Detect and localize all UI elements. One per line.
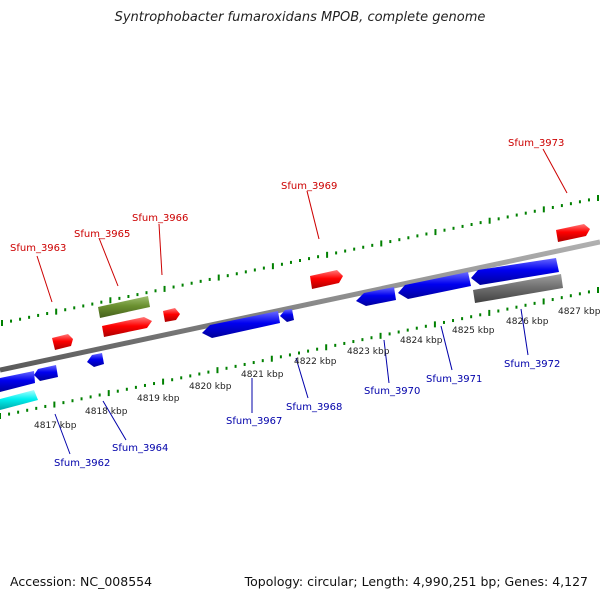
leader-sfum-3964 <box>102 400 127 441</box>
leader-sfum-3966 <box>158 223 163 276</box>
gene-sfum-3966[interactable] <box>163 308 180 322</box>
gene-block-left[interactable] <box>0 371 35 392</box>
kbp-label: 4821 kbp <box>241 370 284 380</box>
gene-label-sfum-3968: Sfum_3968 <box>286 402 342 413</box>
leader-sfum-3969 <box>306 190 320 240</box>
genome-title: Syntrophobacter fumaroxidans MPOB, compl… <box>114 10 486 25</box>
kbp-label: 4824 kbp <box>400 336 443 346</box>
kbp-label: 4827 kbp <box>558 307 600 317</box>
leader-sfum-3970 <box>383 339 390 384</box>
kbp-label: 4825 kbp <box>452 326 495 336</box>
gene-label-sfum-3973: Sfum_3973 <box>508 138 564 149</box>
kbp-label: 4823 kbp <box>347 347 390 357</box>
gene-sfum-3965[interactable] <box>102 317 152 337</box>
kbp-label: 4819 kbp <box>137 394 180 404</box>
gene-sfum-3965-rna[interactable] <box>98 296 150 318</box>
leader-sfum-3965 <box>98 237 119 287</box>
gene-block-left-2[interactable] <box>34 365 58 381</box>
kbp-label: 4820 kbp <box>189 382 232 392</box>
gene-sfum-3969[interactable] <box>310 270 343 289</box>
lower-tick-row <box>0 287 599 419</box>
gene-sfum-3971[interactable] <box>398 272 471 299</box>
gene-label-sfum-3965: Sfum_3965 <box>74 229 130 240</box>
gene-label-sfum-3972: Sfum_3972 <box>504 359 560 370</box>
leader-sfum-3971 <box>440 325 453 371</box>
gene-label-sfum-3962: Sfum_3962 <box>54 458 110 469</box>
gene-label-sfum-3970: Sfum_3970 <box>364 386 420 397</box>
leader-sfum-3973 <box>542 148 568 194</box>
gene-label-sfum-3971: Sfum_3971 <box>426 374 482 385</box>
gene-label-sfum-3967: Sfum_3967 <box>226 416 282 427</box>
gene-sfum-3970[interactable] <box>356 287 396 306</box>
gene-label-sfum-3964: Sfum_3964 <box>112 443 168 454</box>
gene-sfum-3973[interactable] <box>556 224 590 242</box>
gene-sfum-3963[interactable] <box>52 334 73 350</box>
reverse-genes <box>0 258 563 410</box>
gene-sfum-3962[interactable] <box>0 390 38 410</box>
gene-sfum-3964[interactable] <box>87 353 104 367</box>
leader-sfum-3963 <box>36 255 53 303</box>
tick-marks <box>0 195 599 419</box>
kbp-label: 4822 kbp <box>294 357 337 367</box>
gene-block-right[interactable] <box>471 258 559 285</box>
forward-genes <box>52 224 590 350</box>
leader-sfum-3962 <box>54 413 71 455</box>
gene-label-sfum-3969: Sfum_3969 <box>281 181 337 192</box>
gene-sfum-3968[interactable] <box>280 309 294 322</box>
gene-label-sfum-3963: Sfum_3963 <box>10 243 66 254</box>
gene-sfum-3967[interactable] <box>202 311 280 338</box>
kbp-label: 4818 kbp <box>85 407 128 417</box>
genome-summary-text: Topology: circular; Length: 4,990,251 bp… <box>244 574 588 589</box>
kbp-label: 4826 kbp <box>506 317 549 327</box>
accession-text: Accession: NC_008554 <box>10 574 153 589</box>
labels: 4817 kbp 4818 kbp 4819 kbp 4820 kbp 4821 kbp… <box>10 138 600 469</box>
leader-sfum-3968 <box>295 357 309 399</box>
kbp-label: 4817 kbp <box>34 421 77 431</box>
upper-tick-row <box>1 195 599 326</box>
gene-sfum-3972[interactable] <box>473 274 563 303</box>
label-leader-lines <box>36 148 568 455</box>
genome-backbone <box>0 239 600 373</box>
leader-sfum-3972 <box>520 308 529 356</box>
gene-label-sfum-3966: Sfum_3966 <box>132 213 188 224</box>
